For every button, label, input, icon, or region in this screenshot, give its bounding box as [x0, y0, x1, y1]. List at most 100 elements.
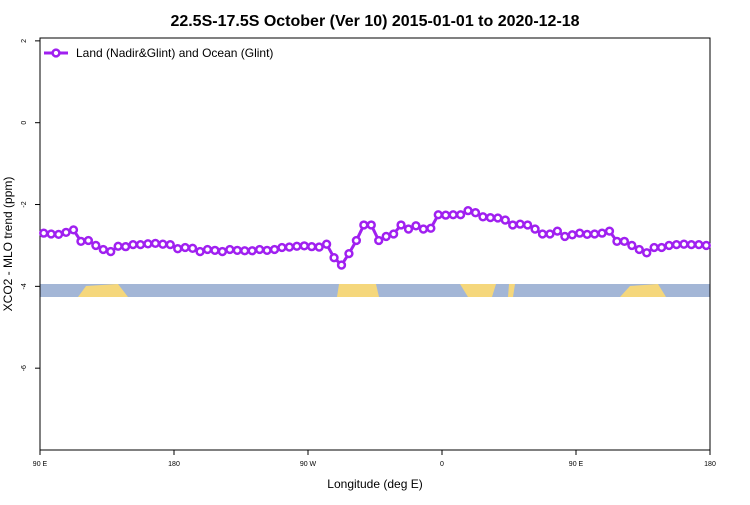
x-tick-label: 0 [440, 461, 444, 468]
land-patch [337, 284, 379, 297]
data-point [113, 241, 123, 251]
data-point [158, 239, 168, 249]
land-patch [620, 284, 666, 297]
data-point [441, 210, 451, 220]
data-point [269, 244, 280, 255]
data-point [173, 244, 183, 254]
data-point [374, 235, 384, 246]
data-point [284, 242, 295, 252]
data-point [396, 220, 406, 230]
data-point [91, 240, 101, 251]
data-point [150, 238, 161, 249]
land-patch [508, 284, 515, 297]
data-point [694, 239, 704, 250]
data-point [232, 245, 242, 255]
data-point [671, 239, 682, 250]
data-point [277, 242, 287, 253]
x-tick-label: 90 E [569, 461, 584, 468]
data-point [76, 236, 86, 246]
chart-title: 22.5S-17.5S October (Ver 10) 2015-01-01 … [170, 13, 579, 30]
data-point [247, 246, 257, 256]
legend-label: Land (Nadir&Glint) and Ocean (Glint) [76, 46, 273, 60]
data-point [612, 236, 622, 246]
x-tick-label: 180 [168, 461, 180, 468]
data-point [552, 226, 563, 236]
data-point [597, 228, 607, 238]
data-point [120, 242, 131, 252]
y-tick-label: -6 [21, 365, 28, 371]
data-point [634, 244, 644, 255]
y-tick-label: 2 [21, 39, 28, 43]
data-point [485, 212, 496, 223]
y-tick-label: -2 [21, 201, 28, 207]
data-point [478, 212, 488, 222]
data-point [508, 220, 518, 230]
data-point [530, 224, 540, 234]
data-point [701, 240, 711, 251]
data-point [656, 242, 667, 253]
data-point [664, 240, 674, 251]
data-point [575, 228, 585, 238]
data-point [545, 229, 555, 239]
land-patch [460, 284, 496, 297]
data-point [642, 248, 652, 258]
data-point [537, 229, 548, 239]
data-point [187, 243, 198, 253]
data-point [46, 229, 56, 239]
data-point [53, 229, 64, 240]
data-point [448, 210, 458, 220]
data-point [463, 206, 473, 216]
data-point [403, 224, 414, 234]
data-point [351, 235, 362, 246]
y-tick-label: -4 [21, 283, 28, 289]
data-point [515, 219, 525, 229]
data-point [106, 246, 116, 257]
data-point [135, 239, 146, 250]
land-patch [78, 284, 128, 297]
data-point [210, 245, 220, 255]
data-point [500, 215, 510, 225]
x-tick-label: 90 E [33, 461, 48, 468]
data-point [470, 208, 481, 218]
data-point [381, 231, 391, 242]
data-point [411, 221, 421, 231]
data-point [202, 244, 213, 255]
data-point [240, 246, 250, 256]
data-point [195, 246, 205, 257]
x-tick-label: 180 [704, 461, 716, 468]
x-tick-label: 90 W [300, 461, 317, 468]
data-point [336, 260, 347, 270]
land-ocean-strip [40, 284, 710, 297]
data-point [582, 229, 592, 240]
data-point [292, 241, 302, 251]
data-point [522, 220, 533, 230]
data-point [493, 213, 503, 223]
data-point [321, 239, 332, 249]
data-point [627, 240, 637, 251]
data-point [344, 248, 354, 259]
data-point [217, 246, 228, 257]
legend-marker [51, 48, 61, 58]
data-point [307, 242, 317, 252]
data-point [329, 253, 339, 263]
data-point [604, 226, 615, 236]
data-point [567, 230, 577, 240]
data-point [589, 229, 600, 239]
data-point [180, 242, 190, 253]
data-point [455, 210, 466, 220]
data-point [649, 242, 659, 253]
data-point [433, 210, 443, 220]
data-point [254, 244, 265, 255]
data-point [560, 231, 570, 242]
data-point [61, 227, 71, 237]
data-point [426, 223, 436, 233]
y-tick-label: 0 [21, 121, 28, 125]
data-point [143, 239, 153, 249]
x-axis-label: Longitude (deg E) [327, 477, 422, 491]
data-point [366, 220, 376, 230]
data-point [299, 241, 309, 251]
data-point [388, 229, 399, 239]
data-point [225, 244, 235, 255]
data-point [679, 239, 689, 249]
